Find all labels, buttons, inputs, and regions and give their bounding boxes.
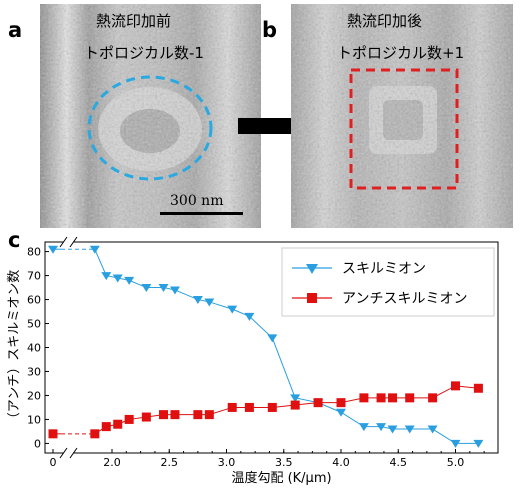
panel-b-topological-number: トポロジカル数+1 (337, 44, 465, 62)
axis-break-mark (69, 447, 78, 459)
antiskyrmion-data-point (473, 383, 483, 393)
skyrmion-data-point (227, 305, 238, 314)
skyrmion-data-point (48, 245, 58, 254)
skyrmion-data-point (192, 296, 203, 305)
skyrmion-data-point (290, 394, 301, 403)
antiskyrmion-data-point (267, 402, 277, 412)
panel-a-topological-number: トポロジカル数-1 (84, 44, 204, 62)
antiskyrmion-highlight-square (349, 68, 459, 190)
x-tick-label: 3.5 (275, 456, 293, 469)
axis-break-mark (59, 236, 68, 248)
skyrmion-data-point (124, 276, 135, 285)
y-axis-label: （アンチ）スキルミオン数 (7, 270, 22, 425)
skyrmion-data-point (244, 312, 255, 321)
antiskyrmion-data-point (428, 393, 438, 403)
skyrmion-data-point (450, 439, 461, 448)
y-tick-label: 60 (27, 294, 41, 307)
x-tick-label: 5.0 (447, 456, 465, 469)
skyrmion-data-point (358, 423, 369, 432)
skyrmion-data-point (376, 423, 387, 432)
antiskyrmion-data-point (451, 381, 460, 391)
series-line-antiskyrmion (94, 385, 479, 435)
axis-break-gap (64, 451, 73, 455)
skyrmion-highlight-circle (87, 75, 213, 181)
axis-break-mark (59, 447, 68, 459)
antiskyrmion-data-point (159, 410, 169, 420)
panel-b-title: 熱流印加後 (347, 12, 423, 30)
y-tick-label: 50 (27, 318, 41, 331)
skyrmion-data-point (267, 334, 278, 343)
legend-box (281, 247, 495, 317)
antiskyrmion-data-point (336, 398, 346, 408)
series-line-skyrmion (94, 248, 479, 444)
skyrmion-data-point (473, 439, 484, 448)
scale-bar-label: 300 nm (170, 193, 224, 209)
antiskyrmion-data-point (141, 412, 151, 422)
legend-label: スキルミオン (342, 261, 426, 277)
skyrmion-data-point (387, 425, 398, 434)
micrograph-a: 熱流印加前 トポロジカル数-1 300 nm (40, 4, 261, 228)
antiskyrmion-data-point (204, 410, 214, 420)
antiskyrmion-data-point (405, 393, 415, 403)
skyrmion-count-chart: 0 10 20 30 40 50 60 70 80 0 2.0 2.5 3.0 3.5 4.0 4.5 5.0 温… (7, 236, 499, 486)
scale-bar (160, 212, 243, 215)
panel-a-title: 熱流印加前 (96, 12, 172, 30)
skyrmion-data-point (101, 272, 112, 281)
legend-label: アンチスキルミオン (342, 291, 467, 307)
antiskyrmion-data-point (193, 410, 203, 420)
y-tick-label: 80 (27, 246, 41, 259)
skyrmion-data-point (141, 284, 152, 293)
y-tick-label: 0 (34, 437, 41, 450)
legend-marker-antiskyrmion (307, 293, 317, 303)
micrograph-b: 熱流印加後 トポロジカル数+1 (291, 4, 513, 228)
skyrmion-data-point (89, 245, 100, 254)
skyrmion-data-point (427, 425, 438, 434)
x-tick-label: 4.0 (332, 456, 350, 469)
x-tick-label: 0 (50, 456, 57, 469)
antiskyrmion-data-point (113, 419, 123, 429)
antiskyrmion-data-point (388, 393, 398, 403)
panel-c-letter: c (8, 228, 21, 252)
x-axis-label: 温度勾配 (K/μm) (231, 470, 331, 486)
antiskyrmion-data-point (376, 393, 386, 403)
x-tick-label: 4.5 (390, 456, 408, 469)
antiskyrmion-data-point (124, 414, 134, 424)
micrograph-b-image (291, 4, 513, 228)
panel-b-letter: b (262, 18, 278, 42)
skyrmion-data-point (112, 274, 123, 283)
antiskyrmion-data-point (313, 398, 323, 408)
y-tick-label: 30 (27, 365, 41, 378)
skyrmion-data-point (404, 425, 415, 434)
axis-break-mark (69, 236, 78, 248)
micrograph-a-image (40, 4, 261, 228)
antiskyrmion-data-point (101, 422, 111, 432)
y-tick-label: 70 (27, 270, 41, 283)
y-tick-label: 20 (27, 389, 41, 402)
antiskyrmion-data-point (48, 429, 58, 439)
y-tick-label: 40 (27, 342, 41, 355)
y-tick-label: 10 (27, 413, 41, 426)
antiskyrmion-data-point (359, 393, 369, 403)
antiskyrmion-data-point (244, 402, 254, 412)
antiskyrmion-data-point (290, 400, 300, 410)
axis-break-gap (64, 240, 73, 244)
x-tick-label: 3.0 (218, 456, 236, 469)
skyrmion-data-point (158, 284, 169, 293)
legend-marker-skyrmion (306, 264, 318, 274)
antiskyrmion-data-point (170, 410, 180, 420)
panel-a-letter: a (8, 18, 23, 42)
skyrmion-data-point (169, 286, 180, 295)
antiskyrmion-data-point (227, 402, 237, 412)
x-tick-label: 2.5 (161, 456, 179, 469)
skyrmion-data-point (204, 298, 215, 307)
antiskyrmion-data-point (90, 429, 100, 439)
x-tick-label: 2.0 (103, 456, 121, 469)
skyrmion-data-point (336, 408, 346, 417)
